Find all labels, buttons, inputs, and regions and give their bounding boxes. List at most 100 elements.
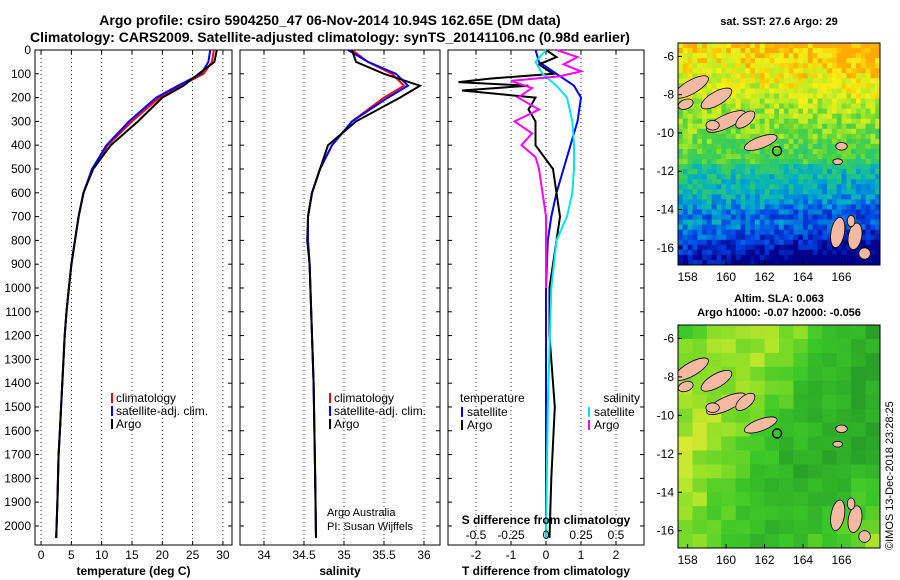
map-cell xyxy=(716,148,722,155)
map-cell xyxy=(721,184,727,190)
map-cell xyxy=(779,189,785,195)
map-cell xyxy=(769,219,775,226)
map-cell xyxy=(726,154,732,160)
map-cell xyxy=(774,103,780,110)
legend-label: Argo xyxy=(334,417,360,431)
map-cell xyxy=(803,123,809,130)
map-cell xyxy=(735,229,742,236)
map-cell xyxy=(822,325,838,340)
map-cell xyxy=(865,143,871,150)
map-cell xyxy=(764,53,770,59)
map-cell xyxy=(711,259,718,265)
map-cell xyxy=(735,234,742,241)
map-cell xyxy=(759,189,766,195)
map-cell xyxy=(754,259,761,265)
map-cell xyxy=(841,53,847,59)
map-cell xyxy=(692,325,708,340)
map-cell xyxy=(798,63,804,69)
map-cell xyxy=(860,209,867,216)
map-cell xyxy=(774,169,780,175)
map-cell xyxy=(855,148,862,155)
map-cell xyxy=(745,83,751,90)
map-cell xyxy=(803,244,809,251)
map-cell xyxy=(865,93,871,100)
map-cell xyxy=(783,219,790,226)
map-cell xyxy=(682,58,689,64)
map-cell xyxy=(851,259,857,265)
map-cell xyxy=(682,154,689,160)
map-cell xyxy=(793,352,809,368)
map-cell xyxy=(682,209,689,216)
map-cell xyxy=(875,174,880,180)
map-cell xyxy=(697,93,703,100)
map-cell xyxy=(682,123,689,130)
map-cell xyxy=(697,98,703,105)
map-cell xyxy=(764,244,770,251)
map-cell xyxy=(735,179,742,185)
map-cell xyxy=(740,48,746,54)
map-y-tick-label: -16 xyxy=(657,524,675,538)
map-cell xyxy=(865,113,871,120)
map-cell xyxy=(788,249,795,256)
map-cell xyxy=(702,159,708,165)
map-cell xyxy=(740,154,746,160)
map-cell xyxy=(716,159,722,165)
map-cell xyxy=(697,214,703,221)
map-cell xyxy=(740,174,746,180)
map-cell xyxy=(745,154,751,160)
map-cell xyxy=(817,123,823,130)
map-cell xyxy=(875,189,880,195)
map-cell xyxy=(788,118,795,125)
map-cell xyxy=(692,506,708,521)
map-cell xyxy=(855,63,862,69)
map-cell xyxy=(803,154,809,160)
map-cell xyxy=(706,73,713,79)
map-cell xyxy=(855,43,862,49)
map-cell xyxy=(721,219,727,226)
map-cell xyxy=(870,214,876,221)
map-cell xyxy=(730,78,737,84)
map-cell xyxy=(783,234,790,241)
map-cell xyxy=(730,209,737,216)
map-cell xyxy=(730,179,737,185)
map-cell xyxy=(774,98,780,105)
map-cell xyxy=(783,63,790,69)
map-cell xyxy=(735,164,742,170)
map-cell xyxy=(831,154,838,160)
map-cell xyxy=(692,138,698,145)
map-cell xyxy=(865,464,880,479)
map-cell xyxy=(716,73,722,79)
map-cell xyxy=(678,249,684,256)
map-cell xyxy=(860,108,867,115)
map-cell xyxy=(726,133,732,140)
map-cell xyxy=(687,209,694,216)
map-cell xyxy=(716,143,722,150)
map-cell xyxy=(774,244,780,251)
map-cell xyxy=(798,88,804,95)
map-cell xyxy=(822,123,828,130)
map-cell xyxy=(774,239,780,246)
top-x-tick-label: 0 xyxy=(543,528,550,542)
map-cell xyxy=(865,224,871,231)
map-cell xyxy=(831,174,838,180)
map-cell xyxy=(711,143,718,150)
map-cell xyxy=(788,244,795,251)
map-cell xyxy=(793,450,809,465)
map-cell xyxy=(735,366,751,382)
map-cell xyxy=(793,148,799,155)
map-cell xyxy=(735,204,742,211)
map-cell xyxy=(793,338,809,354)
map-cell xyxy=(865,58,871,64)
map-cell xyxy=(817,204,823,211)
map-cell xyxy=(740,214,746,221)
map-cell xyxy=(779,159,785,165)
map-cell xyxy=(822,43,828,49)
map-cell xyxy=(822,48,828,54)
map-cell xyxy=(692,108,698,115)
map-cell xyxy=(759,219,766,226)
map-cell xyxy=(721,259,727,265)
map-cell xyxy=(702,179,708,185)
map-cell xyxy=(870,199,876,206)
map-cell xyxy=(817,254,823,261)
map-cell xyxy=(870,244,876,251)
